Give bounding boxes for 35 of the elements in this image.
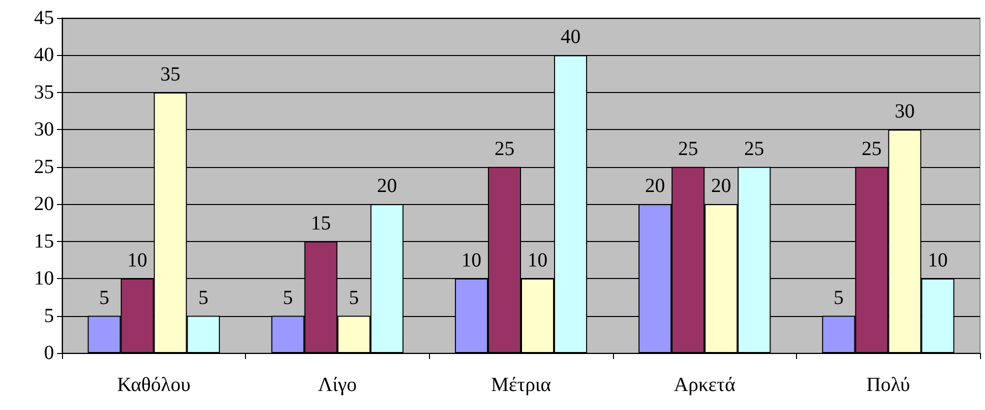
data-label: 10 [127, 250, 148, 272]
y-tick-label: 20 [34, 193, 54, 216]
x-tick-label: Μέτρια [490, 374, 552, 396]
data-label: 15 [310, 212, 331, 234]
data-label: 5 [282, 286, 293, 309]
data-label: 35 [160, 63, 180, 86]
data-label: 10 [928, 250, 948, 272]
data-label: 10 [528, 250, 548, 272]
data-label: 5 [99, 286, 110, 309]
data-label: 25 [678, 138, 698, 160]
y-tick-label: 30 [34, 118, 54, 141]
data-label: 25 [494, 138, 514, 160]
data-label: 5 [348, 286, 359, 309]
data-label: 5 [834, 286, 844, 309]
data-label: 25 [744, 138, 764, 160]
y-tick-label: 35 [34, 81, 54, 104]
y-tick-label: 40 [34, 44, 54, 66]
y-tick-label: 25 [34, 156, 54, 178]
y-tick-label: 5 [44, 304, 54, 327]
y-tick-label: 10 [34, 268, 54, 290]
y-tick-label: 15 [34, 230, 54, 252]
data-label: 25 [862, 138, 882, 160]
x-tick-label: Λίγο [318, 374, 357, 396]
data-label: 20 [376, 175, 397, 198]
data-label: 20 [711, 175, 732, 198]
x-tick-label: Αρκετά [674, 374, 736, 396]
y-tick-label: 45 [34, 7, 54, 29]
data-label: 30 [894, 100, 915, 123]
data-label: 20 [645, 175, 666, 198]
data-label: 10 [461, 250, 482, 272]
data-label: 40 [560, 26, 581, 48]
x-tick-label: Καθόλου [117, 374, 191, 396]
x-tick-label: Πολύ [866, 374, 910, 396]
data-label: 5 [198, 286, 208, 309]
y-tick-label: 0 [44, 342, 54, 364]
